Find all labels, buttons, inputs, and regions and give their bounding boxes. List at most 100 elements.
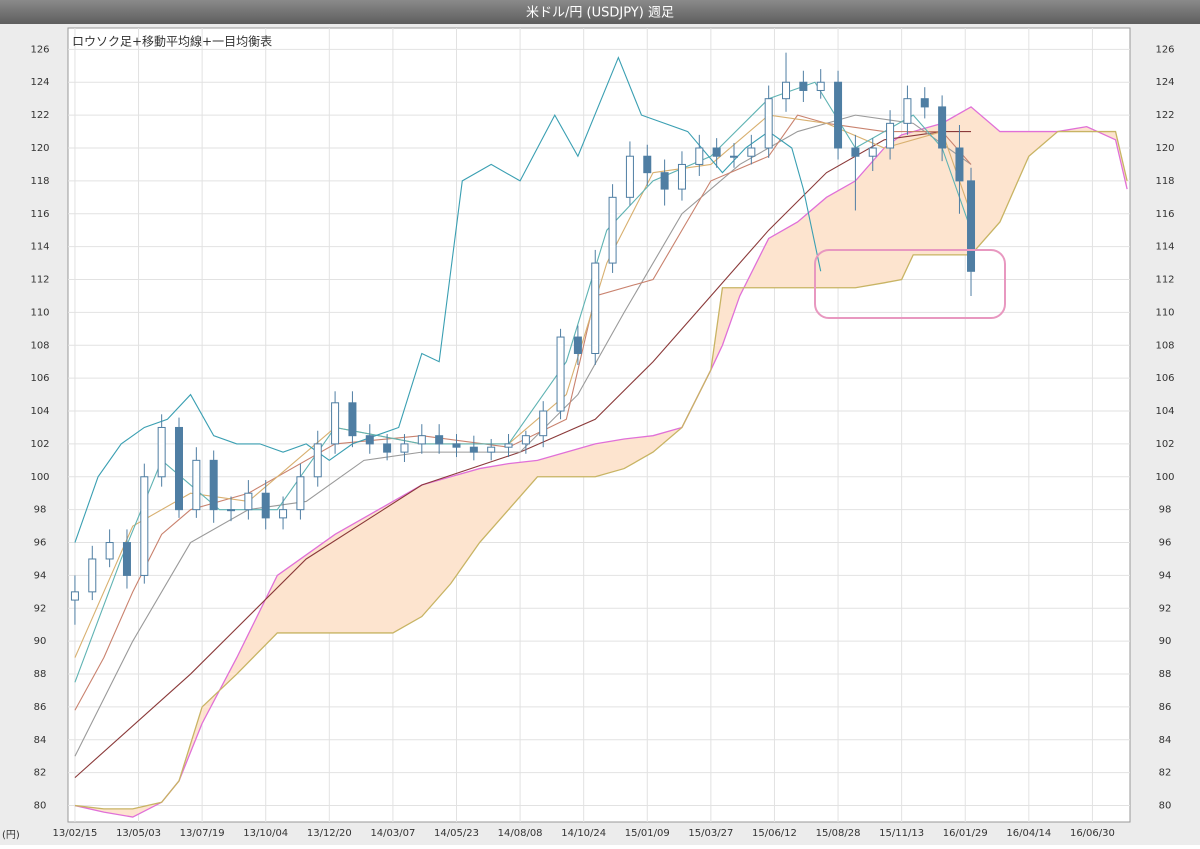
candle-body [729,155,738,158]
y-tick-label: 96 [34,538,47,549]
y-tick-label: 126 [30,44,49,55]
y-tick-label-right: 120 [1155,143,1174,154]
candle-body [244,492,253,511]
y-tick-label: 118 [30,176,49,187]
y-tick-label: 94 [34,570,47,581]
candle-body [435,435,444,445]
labels: 80 80 82 82 84 84 86 86 88 88 90 90 92 92 94 94 96 96 98 98… [30,44,1174,839]
x-tick-label: 14/05/23 [434,828,479,839]
candle-body [938,106,947,149]
candle-body [782,81,791,100]
candle-body [695,147,704,165]
candle-body [747,147,756,157]
y-tick-label: 110 [30,307,49,318]
x-tick-label: 15/08/28 [816,828,861,839]
candle-body [643,155,652,174]
candle-body [261,492,270,519]
y-tick-label: 124 [30,77,49,88]
candle-body [487,446,496,453]
candle-body [625,155,634,198]
candle-body [105,542,114,560]
candle-body [140,476,149,576]
x-tick-label: 15/03/27 [688,828,733,839]
x-tick-label: 14/03/07 [370,828,415,839]
candle-body [417,435,426,445]
y-tick-label: 86 [34,702,47,713]
y-tick-label-right: 126 [1155,44,1174,55]
x-tick-label: 13/05/03 [116,828,161,839]
x-tick-label: 13/10/04 [243,828,288,839]
candle-body [591,262,600,354]
y-tick-label-right: 124 [1155,77,1174,88]
y-tick-label-right: 110 [1155,307,1174,318]
candle-body [816,81,825,91]
chart-subtitle: ロウソク足+移動平均線+一目均衡表 [72,34,272,49]
candle-body [573,336,582,354]
candle-body [122,542,131,576]
x-tick-label: 14/10/24 [561,828,606,839]
candle-body [504,443,513,448]
candle-body [955,147,964,182]
y-tick-label: 116 [30,209,49,220]
indicator-line [74,56,822,543]
y-tick-label: 104 [30,406,49,417]
candle-body [851,147,860,157]
y-tick-label: 112 [30,275,49,286]
candle-body [539,410,548,437]
y-tick-label: 84 [34,735,47,746]
candle-body [400,443,409,453]
candle-body [365,435,374,445]
y-tick-label-right: 80 [1159,801,1172,812]
x-tick-label: 16/04/14 [1006,828,1051,839]
y-tick-label: 108 [30,340,49,351]
y-tick-label-right: 96 [1159,538,1172,549]
candle-body [227,509,236,512]
y-tick-label-right: 84 [1159,735,1172,746]
y-tick-label-right: 100 [1155,472,1174,483]
candle-body [799,81,808,91]
candle-body [348,402,357,437]
candle-body [886,122,895,149]
y-tick-label: 88 [34,669,47,680]
candle-body [764,98,773,149]
candle-body [296,476,305,511]
candle-body [88,558,97,593]
candle-body [331,402,340,445]
y-tick-label: 82 [34,768,47,779]
y-tick-label: 122 [30,110,49,121]
cloud-span-a [74,106,1128,818]
y-tick-label-right: 118 [1155,176,1174,187]
grid [68,28,1130,822]
candle-body [209,459,218,511]
y-tick-label: 80 [34,801,47,812]
y-tick-label-right: 114 [1155,242,1174,253]
chart-title: 米ドル/円 (USDJPY) 週足 [526,6,674,21]
y-tick-label-right: 104 [1155,406,1174,417]
y-tick-label-right: 108 [1155,340,1174,351]
cloud-fill [74,106,1128,818]
indicator-line [74,131,972,779]
candle-body [521,435,530,445]
x-tick-label: 15/06/12 [752,828,797,839]
candle-body [608,196,617,264]
candle-body [920,98,929,108]
x-tick-label: 15/01/09 [625,828,670,839]
y-tick-label-right: 98 [1159,505,1172,516]
y-tick-label: 98 [34,505,47,516]
candle-body [192,459,201,511]
y-tick-label: 102 [30,439,49,450]
y-tick-label: 92 [34,603,47,614]
candle-body [677,163,686,190]
candle-body [967,180,976,272]
y-tick-label-right: 94 [1159,570,1172,581]
y-tick-label: 90 [34,636,47,647]
y-tick-label: 120 [30,143,49,154]
y-tick-label-right: 106 [1155,373,1174,384]
y-tick-label-right: 86 [1159,702,1172,713]
y-tick-label: 100 [30,472,49,483]
candle-body [157,426,166,478]
title-bar [0,0,1200,24]
y-tick-label: 106 [30,373,49,384]
candle-body [279,509,288,519]
x-tick-label: 13/07/19 [180,828,225,839]
